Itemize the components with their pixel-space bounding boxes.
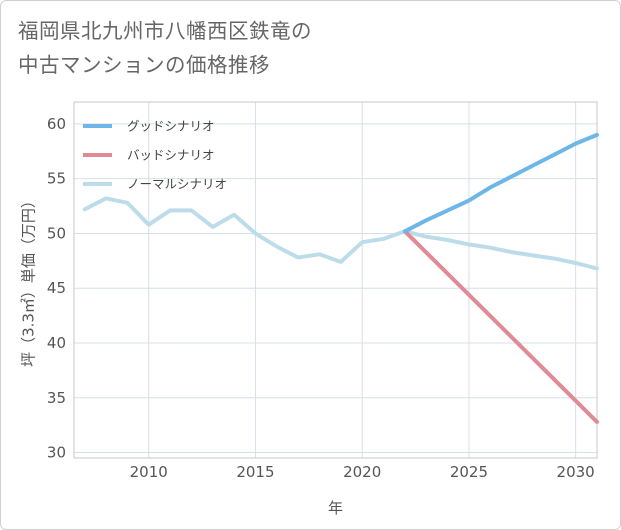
chart-title: 福岡県北九州市八幡西区鉄竜の 中古マンションの価格推移 xyxy=(18,14,312,82)
y-tick-label: 30 xyxy=(47,444,66,462)
x-tick-label: 2025 xyxy=(450,463,488,481)
y-tick-label: 55 xyxy=(47,170,66,188)
y-tick-label: 35 xyxy=(47,389,66,407)
x-tick-label: 2030 xyxy=(557,463,595,481)
series-line-2 xyxy=(82,196,599,271)
series-line-0 xyxy=(402,132,599,234)
chart-title-line-2: 中古マンションの価格推移 xyxy=(18,53,270,77)
legend-label-1: バッドシナリオ xyxy=(127,148,215,163)
y-tick-label: 40 xyxy=(47,334,66,352)
x-tick-label: 2010 xyxy=(130,463,168,481)
x-axis-label: 年 xyxy=(328,499,343,517)
axis-ticks: 2010 2015 2020 2025 2030 30 35 40 45 50 55 60 xyxy=(47,115,595,481)
y-tick-label: 45 xyxy=(47,279,66,297)
series-line-1 xyxy=(402,229,599,424)
y-tick-label: 60 xyxy=(47,115,66,133)
series-layer xyxy=(82,132,599,424)
x-tick-label: 2015 xyxy=(236,463,274,481)
x-tick-label: 2020 xyxy=(343,463,381,481)
chart-title-line-1: 福岡県北九州市八幡西区鉄竜の xyxy=(18,19,312,43)
y-axis-label: 坪（3.3㎡）単価（万円） xyxy=(20,193,38,367)
grid xyxy=(74,102,597,458)
legend-label-0: グッドシナリオ xyxy=(127,119,215,134)
y-tick-label: 50 xyxy=(47,224,66,242)
legend-label-2: ノーマルシナリオ xyxy=(127,177,227,192)
plot-area xyxy=(73,101,598,459)
